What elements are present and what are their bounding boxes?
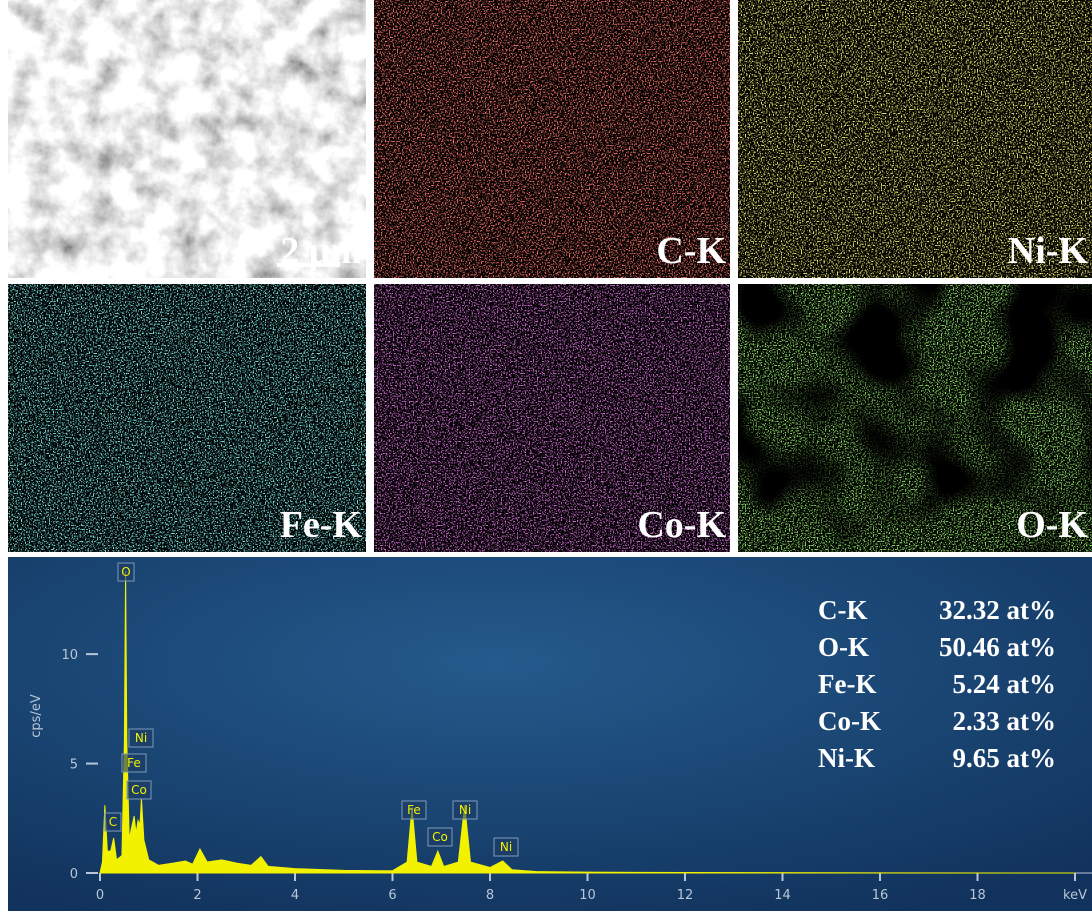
x-tick-label: 14 <box>774 888 791 903</box>
x-tick-label: keV <box>1063 888 1087 903</box>
x-tick-label: 6 <box>388 888 396 903</box>
composition-value: 50.46 at% <box>939 632 1056 662</box>
panel-label: Ni-K <box>1008 230 1089 272</box>
figure: 2 μm C-K Ni-K Fe-K Co-K O-K 0 2 4 6 8 10 12 14 16 18 keV… <box>0 0 1092 911</box>
composition-value: 32.32 at% <box>939 595 1056 625</box>
x-tick-label: 16 <box>872 888 889 903</box>
x-tick-label: 0 <box>96 888 104 903</box>
peak-label: Ni <box>500 840 512 854</box>
y-tick-label: 10 <box>61 648 78 663</box>
y-axis-label: cps/eV <box>29 694 44 738</box>
x-tick-label: 8 <box>486 888 494 903</box>
panel-label: 2 μm <box>280 230 362 272</box>
panel-label: O-K <box>1016 504 1088 546</box>
peak-label: Fe <box>407 803 421 817</box>
x-tick-label: 10 <box>579 888 596 903</box>
peak-label: O <box>121 565 130 579</box>
composition-value: 2.33 at% <box>953 706 1057 736</box>
peak-label: Co <box>131 783 147 797</box>
panel-label: Co-K <box>637 504 726 546</box>
peak-label: Fe <box>127 756 141 770</box>
x-tick-label: 12 <box>677 888 694 903</box>
x-tick-label: 2 <box>193 888 201 903</box>
peak-label: Ni <box>135 731 147 745</box>
x-tick-label: 18 <box>969 888 986 903</box>
spectrum-background <box>8 557 1092 911</box>
peak-label: Ni <box>459 803 471 817</box>
peak-label: C <box>109 815 117 829</box>
composition-value: 9.65 at% <box>953 743 1057 773</box>
peak-label: Co <box>432 830 448 844</box>
composition-value: 5.24 at% <box>953 669 1057 699</box>
y-tick-label: 0 <box>70 867 78 882</box>
x-tick-label: 4 <box>291 888 299 903</box>
composition-element: O-K <box>818 632 869 662</box>
composition-element: Co-K <box>818 706 881 736</box>
composition-element: Fe-K <box>818 669 876 699</box>
panel-label: C-K <box>656 230 726 272</box>
y-tick-label: 5 <box>70 758 78 773</box>
composition-element: C-K <box>818 595 868 625</box>
composition-element: Ni-K <box>818 743 875 773</box>
panel-label: Fe-K <box>280 504 363 546</box>
